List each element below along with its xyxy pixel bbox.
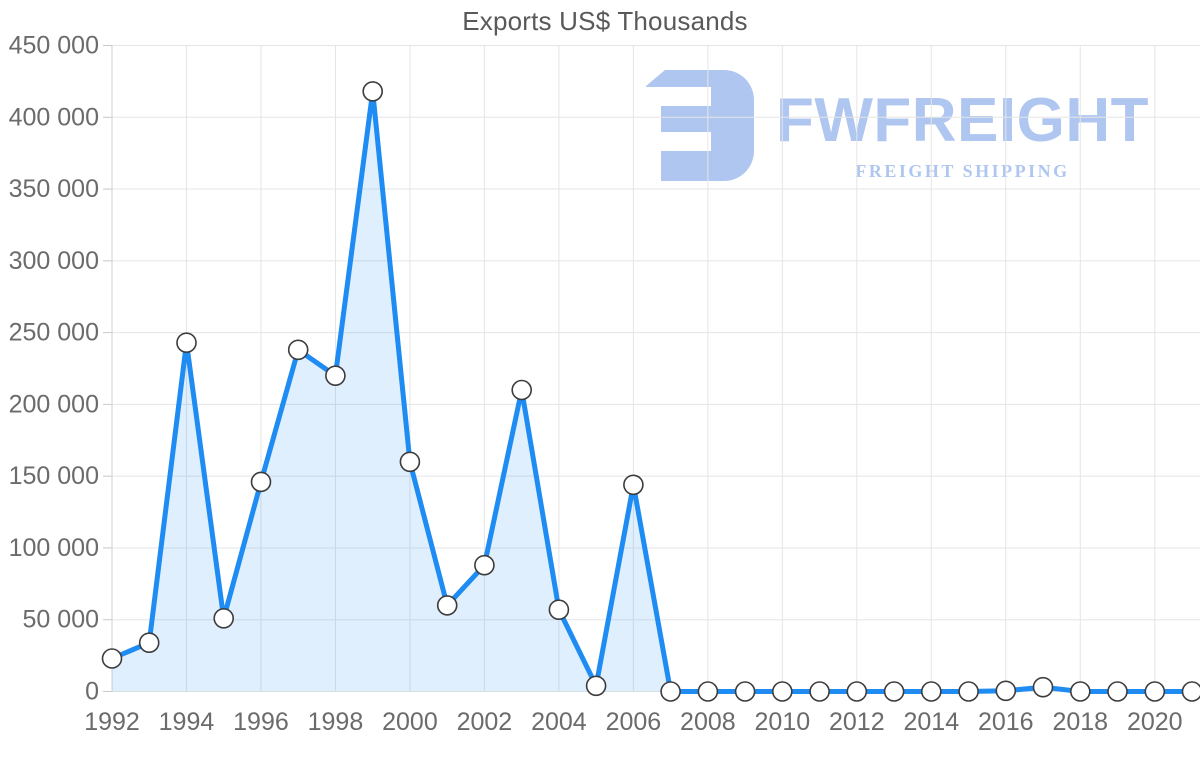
data-point-marker <box>697 681 719 702</box>
data-point-marker <box>399 451 421 473</box>
data-point-marker <box>920 681 942 702</box>
logo-icon-cutout <box>646 132 711 151</box>
data-point-marker <box>436 595 458 616</box>
y-axis-tick-label: 300 000 <box>9 247 99 275</box>
logo-brand-name: FWFREIGHT <box>776 86 1149 155</box>
data-point-marker <box>958 681 979 702</box>
data-point-marker <box>1032 676 1054 698</box>
data-point-marker <box>1181 681 1200 702</box>
data-point-marker <box>1107 681 1128 702</box>
data-point-marker <box>623 474 644 496</box>
logo-text-block: FWFREIGHT FREIGHT SHIPPING <box>776 70 1149 182</box>
data-point-marker <box>883 681 905 702</box>
y-axis-tick-label: 450 000 <box>9 32 99 60</box>
y-axis-tick-label: 350 000 <box>9 175 99 203</box>
x-axis-tick-label: 2002 <box>457 708 513 736</box>
data-point-markers <box>101 81 1200 702</box>
fwfreight-logo-icon <box>646 70 754 181</box>
data-point-marker <box>734 681 756 702</box>
chart-title: Exports US$ Thousands <box>462 6 748 36</box>
data-point-marker <box>585 675 607 697</box>
x-axis-tick-label: 2010 <box>755 708 811 736</box>
y-axis-tick-label: 150 000 <box>9 462 99 490</box>
y-axis-tick-label: 400 000 <box>9 103 99 131</box>
x-axis-tick-label: 2000 <box>382 708 438 736</box>
data-point-marker <box>474 554 495 576</box>
x-axis-tick-label: 2008 <box>680 708 736 736</box>
area-fill <box>112 91 1192 692</box>
data-point-marker <box>362 81 384 102</box>
y-axis-tick-label: 200 000 <box>9 390 99 418</box>
y-axis-tick-label: 50 000 <box>23 606 99 634</box>
data-point-marker <box>846 681 868 702</box>
y-axis-tick-label: 100 000 <box>9 534 99 562</box>
y-axis-tick-label: 250 000 <box>9 319 99 347</box>
x-axis-tick-label: 2006 <box>606 708 662 736</box>
data-point-marker <box>809 681 830 702</box>
data-point-marker <box>1070 681 1091 702</box>
x-axis-tick-label: 2004 <box>531 708 587 736</box>
axis-labels: 0 50 000 100 000 150 000 200 000 250 000 300 0… <box>9 32 1183 737</box>
x-axis-tick-label: 2014 <box>903 708 959 736</box>
data-point-marker <box>176 332 197 354</box>
data-point-marker <box>250 471 272 493</box>
logo-tagline: FREIGHT SHIPPING <box>855 161 1070 181</box>
data-point-marker <box>771 681 793 702</box>
data-point-marker <box>1144 681 1166 702</box>
x-axis-tick-label: 1992 <box>84 708 140 736</box>
logo-icon-cutout <box>646 87 711 106</box>
x-axis-tick-label: 2012 <box>829 708 885 736</box>
x-axis-tick-label: 1994 <box>159 708 215 736</box>
x-axis-tick-label: 2018 <box>1052 708 1108 736</box>
x-axis-tick-label: 1996 <box>233 708 289 736</box>
data-point-marker <box>213 607 234 629</box>
data-point-marker <box>660 681 681 702</box>
data-point-marker <box>548 599 570 621</box>
data-point-marker <box>511 379 533 401</box>
data-point-marker <box>101 648 123 669</box>
x-axis-tick-label: 2020 <box>1127 708 1183 736</box>
data-point-marker <box>287 339 309 361</box>
data-point-marker <box>138 632 160 654</box>
x-axis-tick-label: 2016 <box>978 708 1034 736</box>
data-point-marker <box>325 365 346 387</box>
fwfreight-watermark: FWFREIGHT FREIGHT SHIPPING <box>646 70 1149 182</box>
data-point-marker <box>995 680 1017 702</box>
x-axis-tick-label: 1998 <box>308 708 364 736</box>
y-axis-tick-label: 0 <box>85 678 99 706</box>
